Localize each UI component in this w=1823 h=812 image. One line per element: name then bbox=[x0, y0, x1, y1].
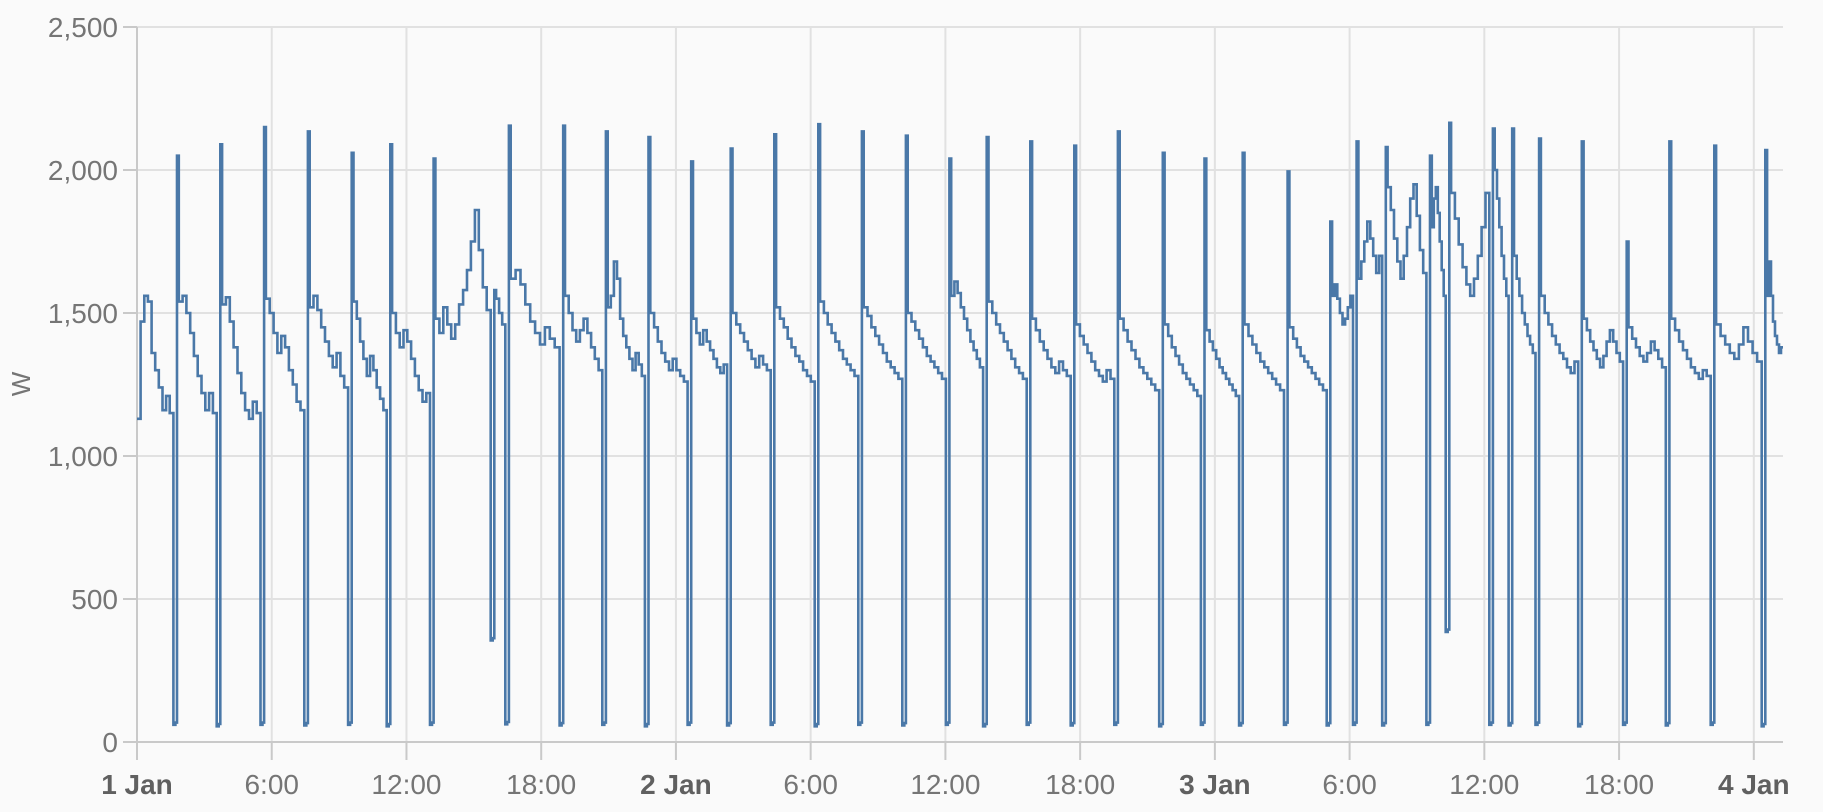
axis-tick-labels: 0 500 1,000 1,500 2,000 2,500 1 Jan 6:00 12:00 18… bbox=[48, 12, 1790, 800]
y-tick-label: 0 bbox=[102, 727, 118, 758]
x-tick-label: 4 Jan bbox=[1718, 769, 1790, 800]
x-tick-label: 12:00 bbox=[910, 769, 980, 800]
power-line-path[interactable] bbox=[137, 121, 1783, 728]
y-tick-label: 2,000 bbox=[48, 155, 118, 186]
x-tick-label: 12:00 bbox=[371, 769, 441, 800]
y-tick-label: 500 bbox=[71, 584, 118, 615]
power-series-line[interactable] bbox=[137, 121, 1783, 728]
y-axis-title: W bbox=[6, 371, 36, 396]
y-tick-label: 2,500 bbox=[48, 12, 118, 43]
x-tick-label: 18:00 bbox=[506, 769, 576, 800]
y-tick-label: 1,000 bbox=[48, 441, 118, 472]
x-tick-label: 2 Jan bbox=[640, 769, 712, 800]
x-tick-label: 18:00 bbox=[1584, 769, 1654, 800]
x-tick-label: 6:00 bbox=[1322, 769, 1377, 800]
x-tick-label: 12:00 bbox=[1449, 769, 1519, 800]
x-tick-label: 1 Jan bbox=[101, 769, 173, 800]
x-tick-label: 6:00 bbox=[244, 769, 299, 800]
axes bbox=[123, 26, 1783, 760]
x-tick-label: 6:00 bbox=[783, 769, 838, 800]
x-tick-label: 18:00 bbox=[1045, 769, 1115, 800]
x-tick-label: 3 Jan bbox=[1179, 769, 1251, 800]
y-tick-label: 1,500 bbox=[48, 298, 118, 329]
